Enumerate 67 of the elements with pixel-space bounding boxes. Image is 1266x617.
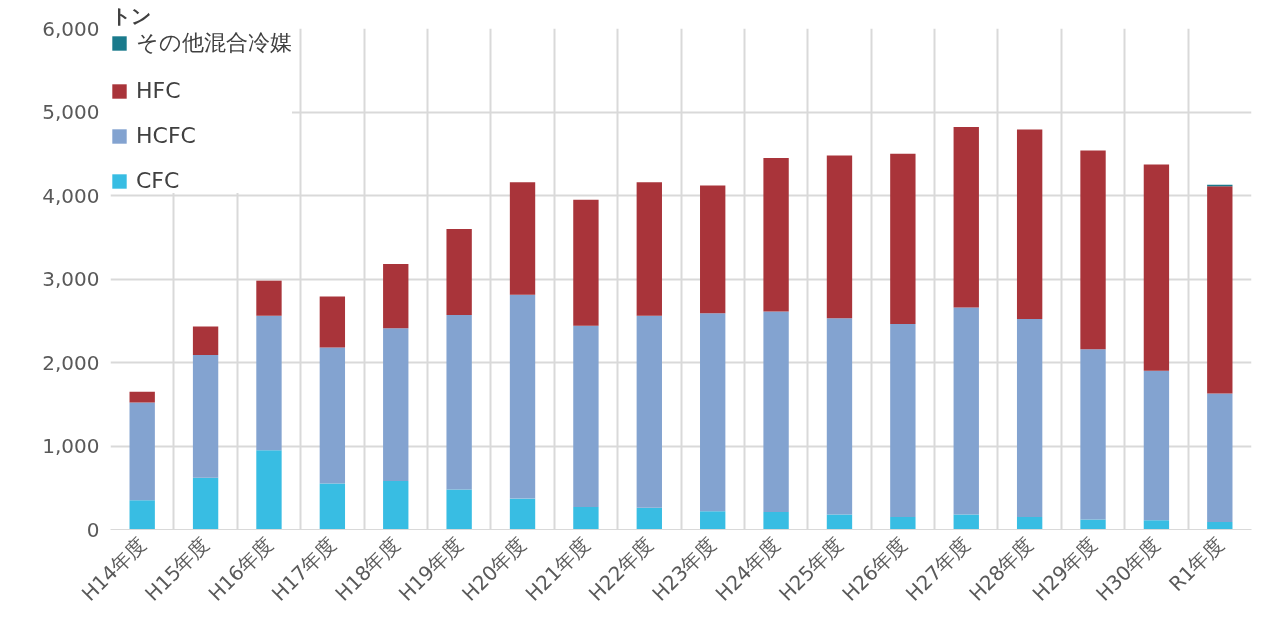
bar — [446, 489, 472, 530]
bar — [1143, 520, 1170, 530]
bar — [383, 481, 409, 530]
y-tick-label: 3,000 — [42, 267, 100, 291]
bar — [700, 185, 726, 314]
bar — [129, 402, 155, 501]
bar — [319, 347, 346, 484]
bar — [763, 511, 789, 530]
bar — [1207, 186, 1233, 394]
bar — [509, 498, 536, 530]
bar — [129, 500, 155, 530]
bar — [446, 314, 472, 490]
legend-label: CFC — [136, 168, 180, 193]
y-axis-title: トン — [110, 3, 151, 28]
bar — [192, 326, 219, 355]
bar — [383, 328, 409, 482]
y-tick-label: 4,000 — [42, 183, 100, 208]
bar — [1143, 370, 1170, 521]
bar — [192, 354, 219, 478]
bar — [826, 514, 853, 530]
bar — [636, 507, 662, 530]
y-tick-label: 0 — [86, 517, 100, 542]
y-tick-label: 2,000 — [42, 350, 100, 375]
bar — [700, 511, 726, 530]
bar — [953, 127, 979, 308]
bar — [636, 315, 662, 508]
y-tick-label: 1,000 — [42, 434, 100, 458]
bar — [509, 294, 536, 499]
legend-label: HCFC — [136, 123, 196, 148]
bar — [446, 228, 472, 315]
bar — [1080, 519, 1106, 530]
bar — [953, 307, 979, 515]
bar — [256, 280, 282, 316]
bar — [383, 263, 409, 329]
bar — [763, 311, 789, 512]
bar — [1016, 129, 1043, 320]
bar — [763, 157, 789, 312]
bar — [1207, 393, 1233, 522]
bar — [1080, 150, 1106, 350]
legend-label: その他混合冷媒 — [136, 29, 292, 57]
bar — [509, 182, 536, 295]
bar — [573, 506, 599, 530]
bar — [573, 325, 599, 507]
bar — [890, 153, 916, 325]
bar — [192, 477, 219, 530]
bar — [1016, 516, 1043, 530]
bar — [573, 199, 599, 326]
bar — [319, 483, 346, 530]
bar — [256, 450, 282, 530]
bar — [890, 324, 916, 517]
x-tick-label: R1年度 — [1164, 532, 1229, 597]
bar — [1016, 319, 1043, 517]
bar — [826, 318, 853, 515]
legend-label: HFC — [136, 78, 181, 103]
bar — [129, 391, 155, 403]
bar — [636, 182, 662, 316]
bar — [1143, 164, 1170, 371]
bar — [256, 315, 282, 451]
y-tick-label: 5,000 — [42, 100, 100, 124]
bar — [1207, 521, 1233, 530]
bar — [700, 313, 726, 512]
bar — [890, 516, 916, 530]
bar — [826, 155, 853, 319]
y-tick-label: 6,000 — [42, 16, 100, 41]
bar — [953, 514, 979, 530]
bar — [1080, 349, 1106, 520]
bar — [319, 296, 346, 348]
